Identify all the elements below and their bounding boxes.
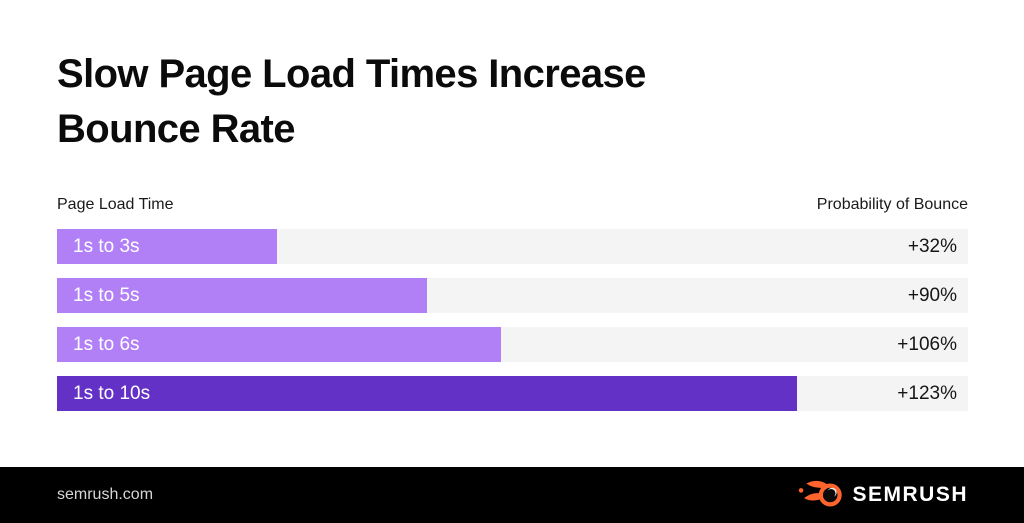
bar-fill: 1s to 5s — [57, 278, 427, 313]
bar-chart: 1s to 3s +32% 1s to 5s +90% 1s to 6s +106% 1s … — [57, 229, 968, 425]
bar-category-label: 1s to 10s — [73, 382, 151, 404]
title-line-1: Slow Page Load Times Increase — [57, 52, 646, 96]
bar-fill: 1s to 10s — [57, 376, 797, 411]
bar-category-label: 1s to 3s — [73, 235, 140, 257]
bar-fill: 1s to 3s — [57, 229, 277, 264]
bar-category-label: 1s to 6s — [73, 333, 140, 355]
bar-value-label: +90% — [907, 285, 957, 306]
bar-value-label: +32% — [907, 236, 957, 257]
bar-category-label: 1s to 5s — [73, 284, 140, 306]
bar-row: 1s to 3s +32% — [57, 229, 968, 264]
footer-bar: semrush.com SEMRUSH — [0, 467, 1024, 523]
bar-value-label: +123% — [897, 383, 957, 404]
footer-website-url: semrush.com — [57, 486, 154, 503]
semrush-flame-icon — [799, 480, 843, 507]
bar-row: 1s to 6s +106% — [57, 327, 968, 362]
bar-fill: 1s to 6s — [57, 327, 501, 362]
bar-row: 1s to 5s +90% — [57, 278, 968, 313]
title-line-2: Bounce Rate — [57, 107, 296, 151]
semrush-wordmark: SEMRUSH — [852, 483, 968, 506]
bar-value-label: +106% — [897, 334, 957, 355]
bar-row: 1s to 10s +123% — [57, 376, 968, 411]
page-title: Slow Page Load Times Increase Bounce Rate — [57, 47, 837, 157]
axis-label-probability-of-bounce: Probability of Bounce — [816, 196, 968, 213]
semrush-logo: SEMRUSH — [798, 478, 968, 512]
axis-label-page-load-time: Page Load Time — [57, 196, 174, 213]
chart-header: Page Load Time Probability of Bounce — [57, 196, 968, 214]
